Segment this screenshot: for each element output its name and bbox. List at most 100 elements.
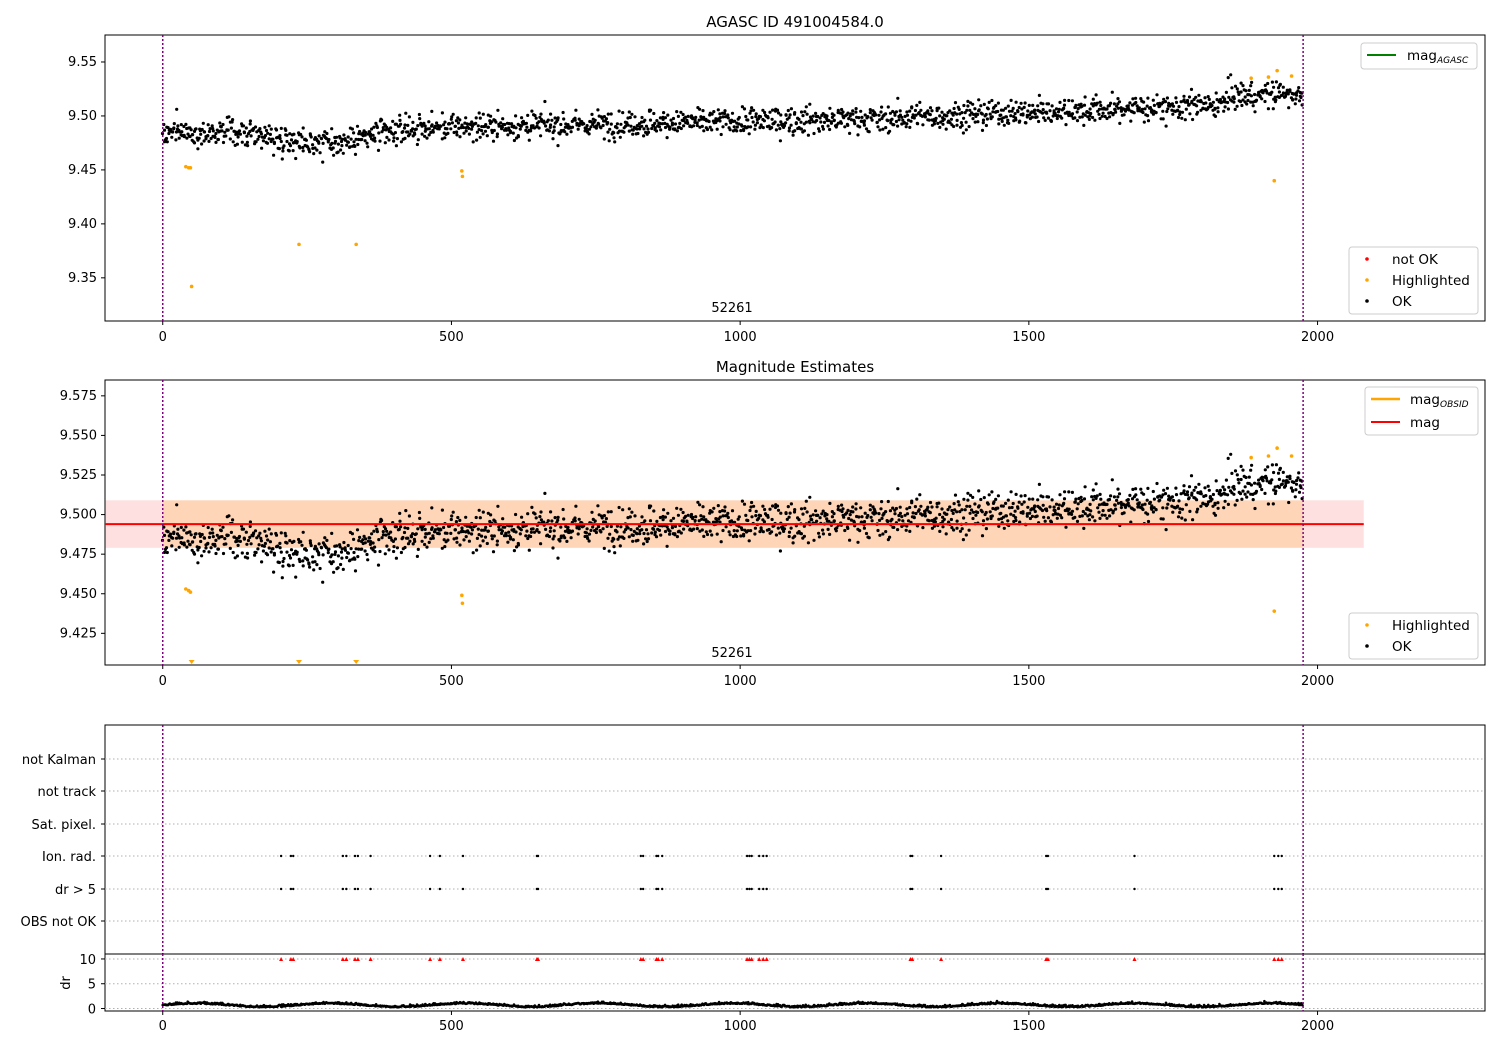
panel1-ok-point — [862, 123, 867, 127]
panel2-ok-point — [1226, 493, 1230, 497]
panel1-points-legend[interactable]: not OK Highlighted OK — [1348, 246, 1479, 315]
flag-event-marker — [1133, 854, 1136, 858]
panel2-ok-point — [582, 524, 586, 528]
panel1-ok-point — [401, 130, 405, 134]
panel2-ok-point — [1132, 508, 1136, 512]
x-tick-label: 500 — [439, 674, 464, 689]
panel1-ok-point — [1204, 101, 1208, 105]
panel1-ok-point — [596, 108, 600, 112]
panel2-ok-point — [504, 531, 508, 535]
panel1-ok-point — [1037, 119, 1041, 124]
panel2-ok-point — [1022, 500, 1026, 504]
panel2-ok-point — [944, 532, 948, 536]
panel1-ok-point — [336, 142, 340, 146]
panel1-ok-point — [584, 126, 589, 130]
panel1-ok-point — [1177, 105, 1181, 109]
panel2-ok-point — [480, 534, 484, 538]
panel2-ok-point — [341, 567, 345, 572]
panel2-ok-point — [561, 507, 565, 512]
panel1-ok-point — [272, 141, 276, 146]
panel1-ok-point — [905, 122, 909, 126]
panel2-ok-point — [175, 503, 179, 507]
panel1-ok-point — [878, 118, 882, 122]
panel2-ok-point — [365, 552, 369, 557]
panel1-ok-point — [323, 130, 327, 134]
panel1-ok-point — [1213, 107, 1217, 111]
panel1-ok-point — [246, 144, 250, 148]
panel1-ok-point — [1088, 107, 1092, 111]
dr-point — [676, 1003, 680, 1006]
panel2-ok-point — [480, 528, 484, 532]
panel2-ok-point — [1037, 482, 1041, 486]
flag-event-marker — [1046, 887, 1050, 891]
panel2-ok-point — [1253, 481, 1257, 485]
panel2-ok-point — [668, 529, 672, 533]
panel2-ok-point — [323, 536, 327, 540]
panel1-ok-point — [646, 127, 650, 131]
panel1-ok-point — [511, 131, 515, 135]
panel1-ok-point — [900, 115, 904, 119]
panel1-ok-point — [810, 117, 814, 121]
panel2-ok-point — [591, 525, 595, 529]
flag-event-marker — [345, 887, 348, 891]
panel2-ok-point — [1189, 474, 1194, 478]
panel1-ok-point — [399, 122, 403, 126]
panel1-ok-point — [932, 122, 937, 126]
panel2-ok-point — [461, 529, 465, 534]
panel1-ok-point — [230, 120, 234, 124]
panel1-ok-point — [739, 129, 743, 133]
panel2-ok-point — [668, 532, 672, 536]
panel2-ok-point — [1075, 507, 1079, 511]
panel1-ok-point — [968, 108, 972, 112]
flag-row-label: Ion. rad. — [42, 850, 96, 865]
panel2-ok-point — [258, 531, 262, 535]
panel1-ok-point — [603, 119, 608, 123]
panel2-ok-point — [1103, 513, 1107, 517]
panel1-ok-point — [729, 121, 733, 125]
panel1-ok-point — [499, 121, 503, 125]
panel1-ok-point — [374, 121, 378, 125]
panel1-ok-point — [235, 142, 239, 146]
panel1-ok-point — [698, 107, 702, 111]
panel2-ok-point — [443, 545, 447, 549]
panel1-ok-point — [1004, 115, 1009, 119]
panel2-points-legend[interactable]: Highlighted OK — [1348, 612, 1479, 660]
panel2-ok-point — [332, 570, 336, 574]
panel1-ok-point — [640, 115, 644, 120]
panel2-ok-point — [631, 533, 635, 538]
panel2-ok-point — [771, 504, 775, 508]
panel1-ok-point — [755, 121, 760, 125]
panel2-ok-point — [495, 539, 499, 543]
panel1-ok-point — [912, 116, 916, 120]
panel1-ok-point — [748, 111, 752, 115]
panel2-ok-point — [1101, 509, 1105, 513]
panel2-ok-point — [1114, 507, 1118, 511]
panel1-ok-point — [219, 125, 223, 129]
panel1-ok-point — [1049, 119, 1053, 123]
panel1-highlighted-point — [297, 242, 301, 247]
panel2-ok-point — [447, 524, 452, 528]
panel1-ok-point — [770, 126, 774, 130]
flag-event-marker — [762, 854, 765, 858]
panel1-ok-point — [577, 117, 581, 121]
panel2-ok-point — [718, 520, 722, 524]
panel2-line-legend[interactable]: magOBSID mag — [1364, 386, 1479, 436]
panel2-ok-point — [1127, 504, 1131, 508]
legend-ok: OK — [1392, 639, 1413, 655]
panel2-ok-point — [968, 504, 972, 508]
panel1-ok-point — [1229, 73, 1233, 77]
panel2-ok-point — [393, 537, 397, 541]
panel1-ok-point — [1179, 100, 1183, 104]
panel1-ok-point — [646, 130, 651, 134]
panel1-ok-point — [886, 105, 890, 109]
panel2-ok-point — [770, 530, 774, 534]
panel2-ok-point — [507, 530, 511, 534]
panel1-ok-point — [799, 120, 803, 124]
panel2-ok-point — [811, 513, 815, 517]
panel2-ok-point — [565, 539, 569, 544]
panel1-line-legend[interactable]: magAGASC — [1360, 42, 1478, 70]
panel1-ok-point — [805, 112, 809, 116]
panel1-ok-point — [174, 130, 179, 134]
panel2-ok-point — [955, 526, 959, 530]
legend-highlighted: Highlighted — [1392, 273, 1470, 289]
